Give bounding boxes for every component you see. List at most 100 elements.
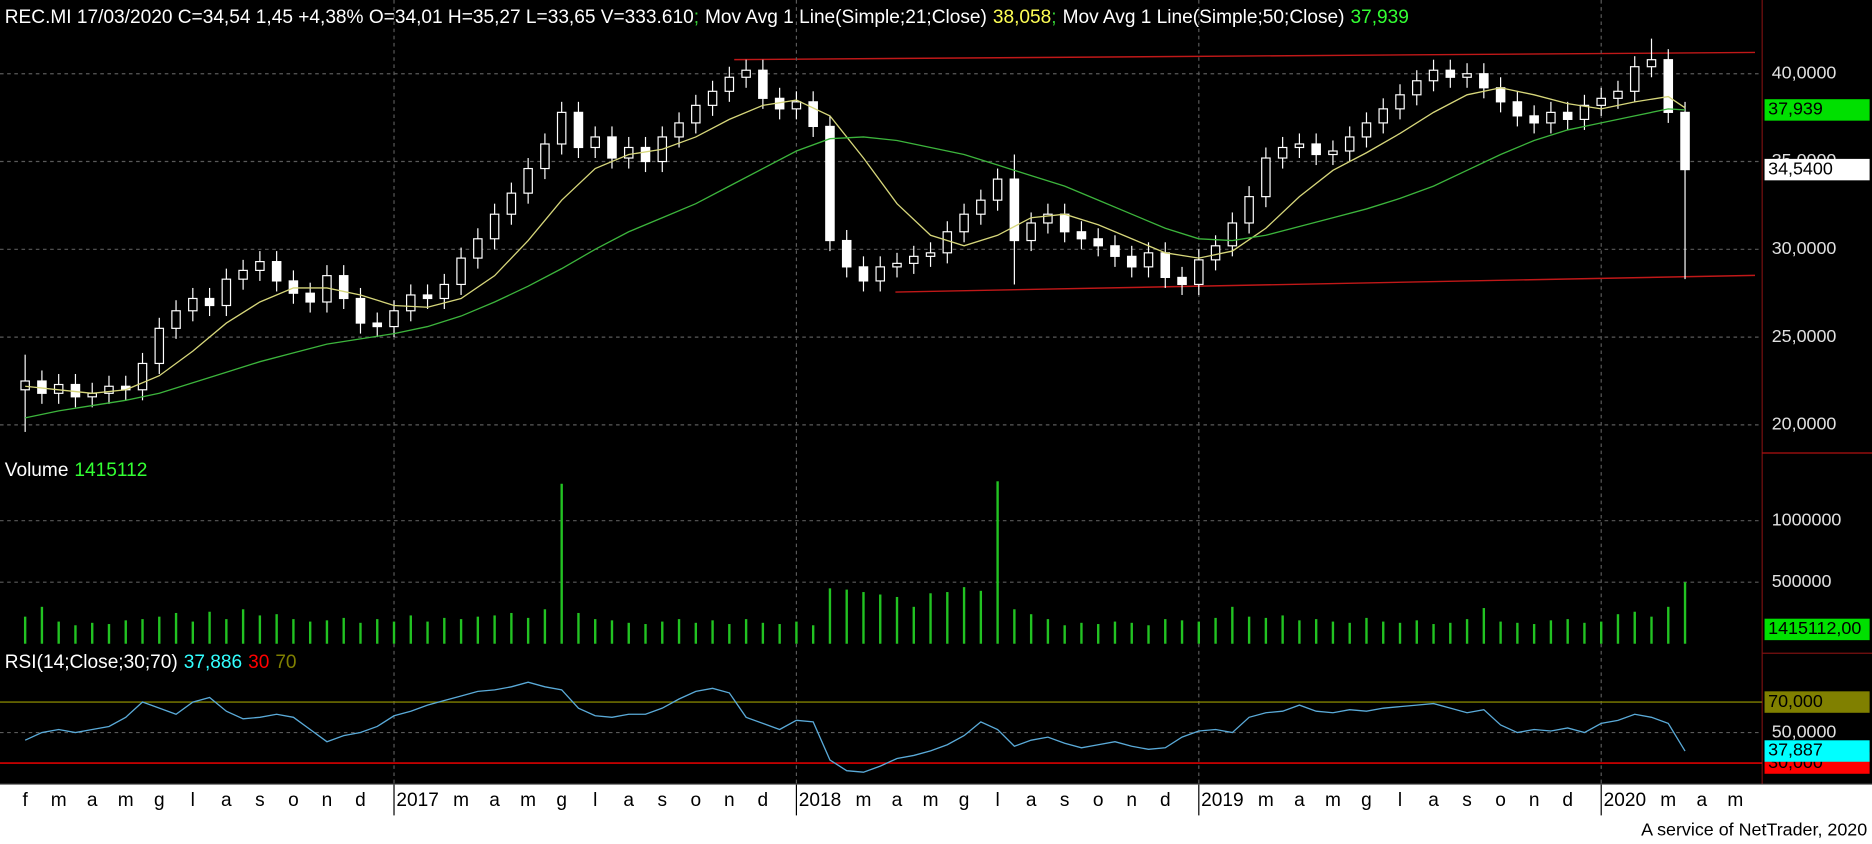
volume-bar [1046,619,1050,644]
x-tick-label: 2018 [799,790,841,811]
moving-average-line [25,87,1686,394]
candle-body [1311,143,1321,156]
value-box [1764,691,1870,713]
candle-body [858,266,869,282]
header-part: ; [1051,7,1056,28]
x-axis-strip [0,784,1872,844]
volume-bar [661,621,664,644]
volume-bar [1633,611,1636,644]
volume-bar [879,594,882,644]
header-part: 70 [275,652,296,673]
volume-bar [1197,621,1201,644]
candle-body [305,292,315,303]
volume-bar [23,616,27,644]
volume-bar [1683,582,1687,644]
volume-bar [325,620,329,644]
candle-body [1244,196,1254,224]
x-tick-label: l [995,790,999,811]
volume-bar [677,619,681,644]
volume-bar [241,609,245,644]
value-box [1764,740,1870,762]
header-part: Mov Avg 1 Line(Simple;50;Close) [1063,7,1345,28]
header-part: 1415112 [74,460,147,481]
volume-bar [1482,608,1486,644]
x-tick-label: m [856,790,872,811]
candle-body [1294,143,1305,149]
candle-body [238,269,248,280]
volume-bar [342,617,345,644]
volume-bar [409,615,412,644]
volume-bar [510,612,513,644]
x-tick-label: g [154,790,165,811]
value-box-label: 1415112,00 [1768,618,1861,638]
x-tick-label: g [959,790,970,811]
x-tick-label: a [892,790,903,811]
volume-bar [1382,621,1385,644]
volume-bar [627,622,630,644]
candle-body [590,136,600,149]
candle-body [506,192,517,215]
candle-body [691,104,701,124]
volume-bar [610,620,614,644]
volume-bar [1281,615,1284,644]
volume-bar [1130,622,1133,644]
candle-body [1596,97,1606,106]
candle-body [104,385,114,394]
y-tick-label: 500000 [1772,571,1832,591]
candle-body [137,362,148,391]
volume-bar [1029,614,1033,644]
x-tick-label: n [322,790,333,811]
candle-body [1562,111,1573,120]
candle-body [741,69,751,78]
x-tick-label: d [1160,790,1171,811]
volume-bar [1113,621,1117,644]
volume-bar [1532,624,1536,644]
volume-bar [1331,621,1335,644]
x-tick-label: m [118,790,134,811]
candle-body [355,297,366,324]
candle-body [338,275,349,300]
candle-body [942,231,953,254]
volume-bar [543,609,547,644]
volume-bar [1549,620,1553,644]
value-box [1764,158,1870,181]
candle-body [640,146,651,163]
volume-bar [208,611,211,644]
x-tick-label: f [22,790,28,811]
candle-body [909,255,919,264]
candle-body [540,143,550,170]
volume-bar [258,615,262,644]
candle-body [255,261,265,271]
candle-body [1210,245,1221,261]
volume-bar [158,616,161,644]
volume-bar [191,621,195,644]
volume-bar [1465,619,1469,644]
volume-bar [275,614,278,644]
volume-bar [711,620,714,644]
volume-bar [1164,619,1167,644]
x-tick-label: a [1428,790,1439,811]
volume-bar [74,625,77,644]
candle-body [1043,213,1053,224]
volume-bar [1231,606,1234,644]
volume-bar [1650,616,1653,644]
candle-body [1495,87,1506,103]
x-tick-label: n [1126,790,1137,811]
candle-body [1613,90,1623,99]
trend-line [895,274,1756,293]
volume-bar [1247,616,1251,644]
volume-bar [1583,622,1586,644]
moving-average-line [25,108,1686,419]
x-tick-label: o [690,790,701,811]
candle-body [1680,111,1690,171]
volume-bar [1365,617,1368,644]
volume-bar [577,612,580,644]
volume-bar [225,619,228,644]
volume-bar [91,622,94,644]
y-tick-label: 20,0000 [1772,414,1837,434]
x-tick-label: m [520,790,536,811]
candle-body [925,252,936,257]
volume-bar [912,606,915,644]
candle-body [1361,122,1372,138]
